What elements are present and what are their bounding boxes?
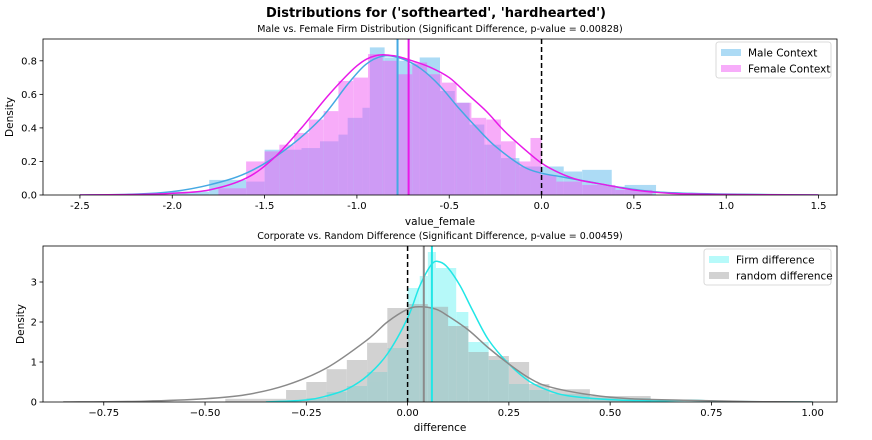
legend: Firm difference random difference: [703, 248, 833, 286]
plot-area: [79, 39, 819, 195]
y-tick-label: 0.4: [21, 123, 37, 134]
hist-bar: [556, 181, 583, 195]
hist-bar: [294, 132, 309, 195]
axes-frame: [42, 245, 838, 403]
panel-title: Male vs. Female Firm Distribution (Signi…: [257, 24, 622, 35]
hist-bar: [488, 356, 509, 402]
x-tick-label: -2.5: [70, 201, 90, 212]
y-tick-label: 0.8: [21, 56, 37, 67]
hist-bar: [448, 326, 469, 402]
hist-bar: [387, 308, 408, 402]
x-tick-label: 0.0: [534, 201, 550, 212]
legend-box: [703, 248, 832, 286]
x-tick-label: 0.75: [700, 408, 722, 419]
hist-bar: [308, 119, 324, 195]
hist-bar: [468, 352, 489, 402]
y-axis-label: Density: [4, 97, 16, 137]
x-tick-label: -1.0: [347, 201, 367, 212]
hist-bar: [456, 102, 472, 195]
x-tick-label: 1.5: [811, 201, 827, 212]
hist-bar: [218, 188, 247, 195]
panel-title: Corporate vs. Random Difference (Signifi…: [257, 231, 623, 242]
hist-bar: [353, 77, 368, 195]
histogram-1: [218, 54, 653, 195]
hist-bar: [346, 360, 368, 402]
x-tick-label: -1.5: [255, 201, 275, 212]
x-axis-label: difference: [414, 422, 467, 434]
y-tick-label: 0.6: [21, 90, 37, 101]
y-tick-label: 3: [31, 278, 37, 289]
y-tick-label: 1: [31, 358, 37, 369]
x-tick-label: −0.25: [291, 408, 322, 419]
panel-bottom: Corporate vs. Random Difference (Signifi…: [15, 231, 838, 434]
hist-bar: [541, 174, 557, 195]
x-tick-label: 0.5: [626, 201, 642, 212]
hist-bar: [397, 74, 413, 195]
hist-bar: [382, 60, 398, 195]
x-tick-label: 0.25: [498, 408, 520, 419]
legend-label-1: Female Context: [748, 64, 830, 76]
hist-bar: [615, 189, 653, 195]
hist-bar: [367, 342, 388, 402]
hist-bar: [264, 151, 280, 195]
hist-bar: [515, 161, 531, 195]
histogram-1: [225, 304, 651, 402]
figure-suptitle: Distributions for ('softhearted', 'hardh…: [266, 6, 606, 21]
plot-area: [63, 246, 813, 402]
hist-bar: [582, 184, 616, 195]
hist-bar: [279, 144, 295, 195]
hist-bar: [338, 80, 354, 195]
y-tick-label: 0: [31, 398, 37, 409]
hist-bar: [589, 396, 651, 402]
hist-bar: [486, 119, 501, 195]
hist-bar: [500, 141, 516, 195]
x-tick-label: 1.0: [718, 201, 734, 212]
x-tick-label: 0.50: [599, 408, 621, 419]
x-axis-label: value_female: [405, 216, 475, 228]
hist-bar: [471, 117, 487, 195]
legend-swatch-1: [709, 272, 729, 279]
hist-bar: [441, 82, 457, 195]
y-tick-label: 2: [31, 318, 37, 329]
x-tick-label: −0.75: [88, 408, 119, 419]
hist-bar: [367, 54, 383, 195]
panel-top: Male vs. Female Firm Distribution (Signi…: [4, 24, 838, 228]
x-tick-label: -2.0: [162, 201, 182, 212]
hist-bar: [286, 390, 307, 402]
legend-swatch-1: [721, 65, 741, 72]
hist-bar: [427, 306, 449, 402]
hist-bar: [246, 161, 265, 195]
hist-bar: [326, 369, 347, 402]
legend-label-0: Firm difference: [736, 255, 815, 267]
x-tick-label: 0.00: [396, 408, 418, 419]
legend-label-1: random difference: [736, 271, 833, 283]
hist-bar: [323, 111, 339, 195]
hist-bar: [508, 362, 530, 402]
hist-bar: [530, 137, 542, 195]
hist-bar: [427, 74, 442, 195]
kde-line-1: [63, 306, 813, 402]
legend-box: [715, 41, 832, 79]
legend-label-0: Male Context: [748, 48, 817, 60]
y-axis-label: Density: [15, 304, 27, 344]
legend: Male Context Female Context: [715, 41, 832, 79]
hist-bar: [407, 304, 428, 402]
kde-line-0: [265, 260, 813, 402]
y-tick-label: 0.0: [21, 191, 37, 202]
x-tick-label: −0.50: [190, 408, 221, 419]
axes-frame: [42, 38, 838, 196]
x-tick-label: 1.00: [802, 408, 824, 419]
kde-line-1: [79, 54, 819, 195]
hist-bar: [412, 62, 428, 195]
x-tick-label: -0.5: [439, 201, 459, 212]
legend-swatch-0: [709, 256, 729, 263]
hist-bar: [225, 398, 287, 402]
legend-swatch-0: [721, 49, 741, 56]
hist-bar: [172, 191, 210, 195]
y-tick-label: 0.2: [21, 157, 37, 168]
